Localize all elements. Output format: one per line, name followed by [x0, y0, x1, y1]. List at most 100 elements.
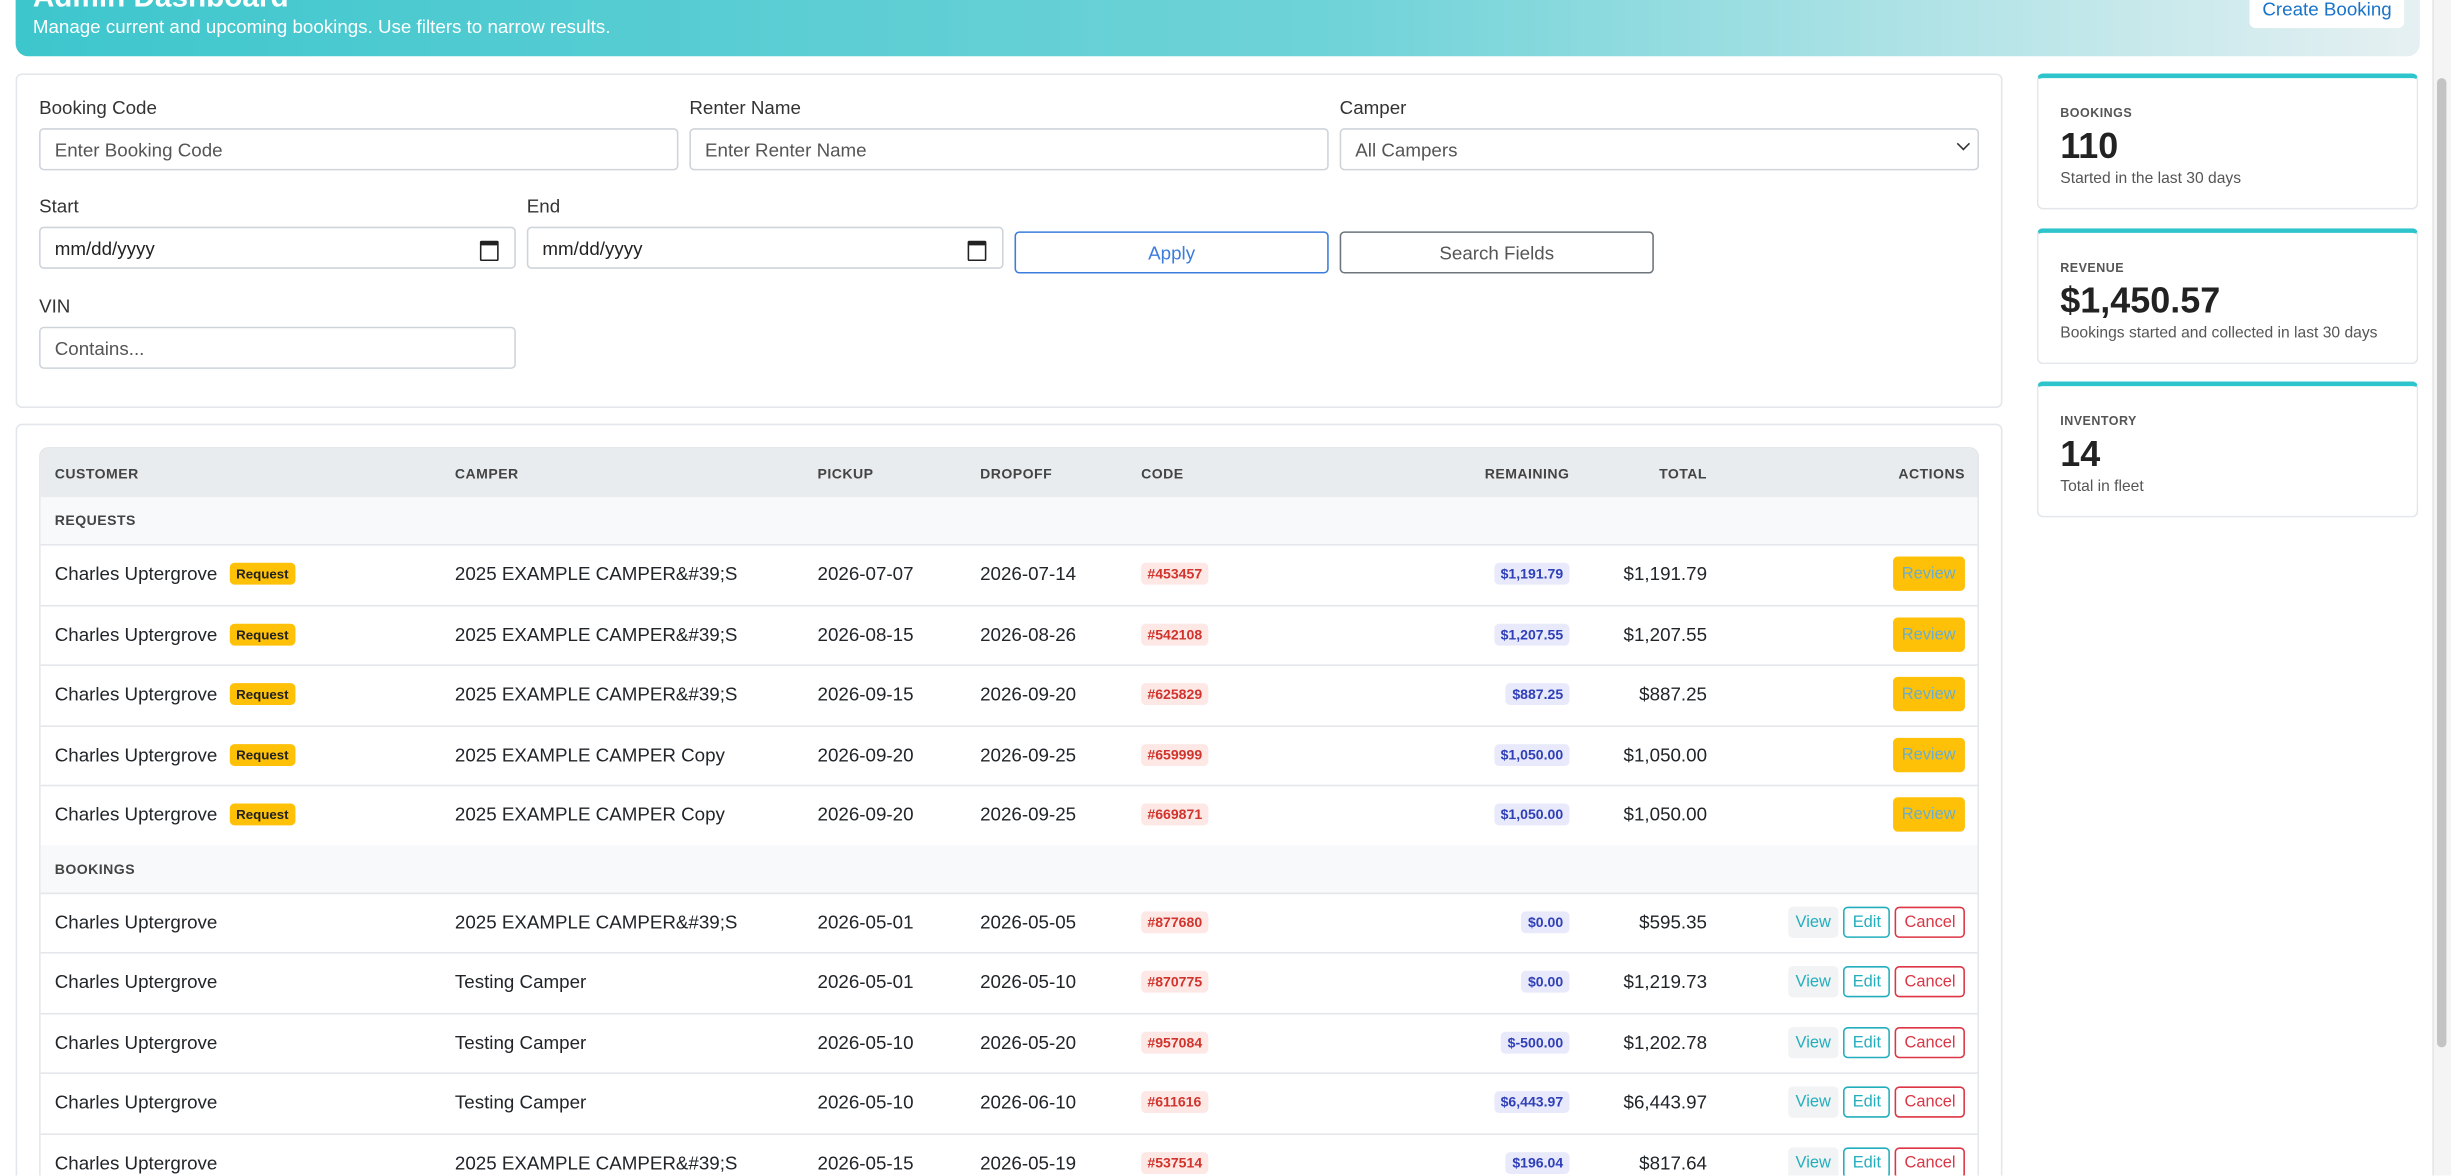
booking-row: Charles Uptergrove Testing Camper 2026-05-…	[40, 952, 1978, 1014]
camper-cell: 2025 EXAMPLE CAMPER&#39;S	[454, 1151, 738, 1174]
calendar-icon	[967, 240, 987, 262]
action-button[interactable]: Edit	[1843, 906, 1891, 938]
column-header: ACTIONS	[1898, 465, 1965, 481]
request-badge: Request	[229, 683, 295, 706]
filter-input[interactable]: Contains...	[39, 326, 516, 369]
actions-cell: View Edit Cancel	[1783, 1026, 1965, 1058]
action-button[interactable]: View	[1787, 1026, 1839, 1058]
action-button[interactable]: Review	[1892, 617, 1965, 652]
actions-cell: View Edit Cancel	[1783, 1146, 1965, 1176]
actions-cell: Review	[1888, 737, 1965, 772]
scrollbar-thumb[interactable]	[2437, 78, 2447, 1048]
code-badge: #870775	[1141, 971, 1209, 994]
create-booking-button[interactable]: Create Booking	[2249, 0, 2405, 29]
code-badge: #659999	[1141, 743, 1209, 766]
code-cell: #957084	[1141, 1031, 1209, 1054]
camper-cell: 2025 EXAMPLE CAMPER Copy	[454, 743, 725, 766]
camper-select[interactable]: All Campers	[1339, 128, 1980, 171]
booking-row: Charles Uptergrove 2025 EXAMPLE CAMPER&#3…	[41, 1133, 1978, 1176]
total-cell: $887.25	[1639, 683, 1708, 706]
actions-cell: Review	[1888, 677, 1965, 712]
code-badge: #537514	[1141, 1151, 1209, 1174]
action-button[interactable]: Edit	[1843, 1086, 1891, 1119]
customer-cell: Charles Uptergrove	[55, 911, 218, 933]
code-cell: #669871	[1141, 803, 1209, 826]
action-button[interactable]: Cancel	[1895, 1026, 1965, 1058]
stat-value: 110	[2060, 125, 2119, 166]
customer-name: Charles Uptergrove	[54, 1091, 218, 1114]
input-placeholder: mm/dd/yyyy	[542, 236, 643, 259]
code-cell: #870775	[1141, 971, 1209, 994]
customer-name: Charles Uptergrove	[54, 803, 218, 826]
action-button[interactable]: Cancel	[1895, 1146, 1965, 1176]
total-cell: $1,050.00	[1623, 803, 1708, 826]
column-header: CODE	[1141, 465, 1184, 481]
action-button[interactable]: Review	[1892, 677, 1965, 712]
camper-cell: Testing Camper	[454, 971, 587, 994]
customer-cell: Charles Uptergrove Request	[54, 563, 295, 586]
code-badge: #542108	[1141, 623, 1209, 646]
stat-note: Bookings started and collected in last 3…	[2060, 325, 2378, 343]
code-cell: #542108	[1141, 623, 1209, 646]
apply-button[interactable]: Apply	[1014, 231, 1329, 274]
action-button[interactable]: Edit	[1843, 1026, 1891, 1058]
stat-note: Total in fleet	[2060, 478, 2144, 496]
dropoff-cell: 2026-05-10	[980, 971, 1077, 994]
remaining-cell: $1,207.55	[1494, 623, 1570, 646]
action-button[interactable]: View	[1787, 1146, 1839, 1176]
dropoff-cell: 2026-09-25	[980, 803, 1077, 826]
header-banner: Admin Dashboard Manage current and upcom…	[15, 0, 2420, 57]
booking-row: Charles Uptergrove Request 2025 EXAMPLE CA…	[40, 725, 1978, 787]
customer-cell: Charles Uptergrove	[55, 1092, 218, 1114]
customer-name: Charles Uptergrove	[54, 683, 218, 706]
page-title: Admin Dashboard	[33, 0, 289, 16]
remaining-cell: $0.00	[1521, 971, 1570, 994]
booking-row: Charles Uptergrove Request 2025 EXAMPLE CA…	[40, 664, 1978, 727]
customer-cell: Charles Uptergrove	[55, 1152, 218, 1174]
filter-input[interactable]: Enter Booking Code	[39, 128, 679, 171]
actions-cell: View Edit Cancel	[1783, 966, 1965, 998]
action-button[interactable]: View	[1787, 1086, 1839, 1119]
request-badge: Request	[229, 623, 295, 646]
filter-input[interactable]: mm/dd/yyyy	[526, 226, 1004, 269]
filter-input[interactable]: mm/dd/yyyy	[39, 226, 516, 269]
filter-input[interactable]: Enter Renter Name	[689, 128, 1329, 171]
action-button[interactable]: View	[1787, 906, 1839, 938]
booking-row: Charles Uptergrove Request 2025 EXAMPLE CA…	[40, 544, 1978, 606]
filter-label: Booking Code	[39, 96, 157, 119]
pickup-cell: 2026-09-20	[817, 803, 914, 826]
dropoff-cell: 2026-09-25	[980, 743, 1077, 766]
camper-cell: 2025 EXAMPLE CAMPER Copy	[454, 803, 725, 826]
customer-cell: Charles Uptergrove Request	[55, 743, 295, 766]
remaining-cell: $6,443.97	[1494, 1091, 1570, 1114]
stat-label: BOOKINGS	[2060, 106, 2133, 121]
remaining-cell: $196.04	[1506, 1151, 1570, 1174]
action-button[interactable]: Cancel	[1895, 1086, 1965, 1119]
remaining-cell: $1,191.79	[1494, 563, 1570, 586]
pickup-cell: 2026-05-01	[817, 910, 914, 933]
action-button[interactable]: Edit	[1843, 966, 1891, 998]
action-button[interactable]: Edit	[1843, 1146, 1891, 1176]
column-header: PICKUP	[817, 465, 874, 481]
search-fields-button[interactable]: Search Fields	[1339, 231, 1654, 274]
column-header: CAMPER	[454, 465, 519, 481]
action-button[interactable]: Review	[1892, 797, 1965, 833]
action-button[interactable]: Review	[1892, 556, 1965, 592]
pickup-cell: 2026-05-10	[817, 1031, 914, 1054]
customer-name: Charles Uptergrove	[54, 563, 218, 586]
camper-cell: 2025 EXAMPLE CAMPER&#39;S	[454, 563, 738, 586]
stat-label: INVENTORY	[2060, 414, 2137, 429]
action-button[interactable]: Review	[1892, 737, 1965, 772]
code-cell: #611616	[1141, 1091, 1208, 1114]
booking-row: Charles Uptergrove Testing Camper 2026-05-…	[40, 1012, 1978, 1074]
stat-value: $1,450.57	[2060, 279, 2221, 321]
remaining-badge: $196.04	[1506, 1151, 1570, 1174]
action-button[interactable]: View	[1787, 966, 1839, 998]
customer-cell: Charles Uptergrove Request	[54, 683, 295, 706]
request-badge: Request	[229, 803, 295, 826]
table-header-row: CUSTOMER CAMPER PICKUP DROPOFF CODE REMAINING…	[40, 448, 1978, 499]
total-cell: $817.64	[1639, 1151, 1708, 1174]
action-button[interactable]: Cancel	[1895, 906, 1965, 938]
code-cell: #453457	[1141, 563, 1209, 586]
action-button[interactable]: Cancel	[1895, 966, 1965, 998]
